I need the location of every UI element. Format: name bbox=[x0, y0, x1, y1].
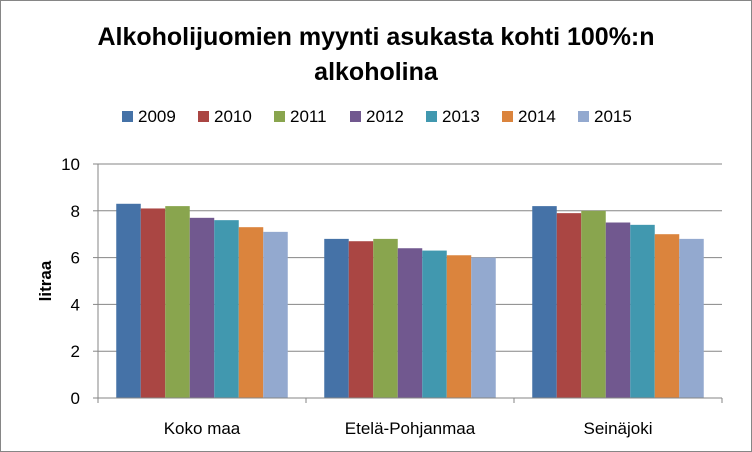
legend-label-2013: 2013 bbox=[442, 107, 480, 126]
bar-2013-0 bbox=[214, 220, 239, 398]
bar-2012-0 bbox=[189, 217, 215, 398]
legend-swatch-2009 bbox=[122, 111, 133, 122]
x-category-label: Koko maa bbox=[164, 419, 241, 438]
bars bbox=[116, 203, 704, 398]
bar-2011-1 bbox=[373, 238, 398, 398]
x-category-label: Etelä-Pohjanmaa bbox=[345, 419, 476, 438]
legend: 2009 2010 2011 2012 2013 2014 2015 bbox=[122, 107, 632, 126]
legend-swatch-2010 bbox=[198, 111, 209, 122]
bar-2009-1 bbox=[324, 238, 349, 398]
bar-2012-2 bbox=[605, 222, 631, 398]
y-tick-label: 4 bbox=[71, 295, 80, 314]
bar-2010-1 bbox=[348, 241, 374, 398]
chart-title-line-2: alkoholina bbox=[314, 58, 439, 86]
y-axis-ticks: 0 2 4 6 8 10 bbox=[61, 155, 98, 408]
y-tick-label: 8 bbox=[71, 202, 80, 221]
bar-2009-0 bbox=[116, 203, 141, 398]
axes bbox=[97, 164, 723, 403]
legend-label-2009: 2009 bbox=[138, 107, 176, 126]
legend-label-2010: 2010 bbox=[214, 107, 252, 126]
legend-label-2012: 2012 bbox=[366, 107, 404, 126]
bar-2011-2 bbox=[581, 210, 606, 398]
legend-swatch-2011 bbox=[274, 111, 285, 122]
bar-2010-2 bbox=[556, 213, 582, 398]
y-axis-label: litraa bbox=[36, 260, 55, 301]
bar-2009-2 bbox=[532, 206, 557, 398]
bar-2015-2 bbox=[679, 238, 704, 398]
legend-swatch-2014 bbox=[502, 111, 513, 122]
bar-2011-0 bbox=[165, 206, 190, 398]
bar-2015-1 bbox=[471, 257, 496, 398]
bar-2015-0 bbox=[263, 231, 288, 398]
bar-2013-2 bbox=[630, 224, 655, 398]
bar-2014-2 bbox=[654, 234, 680, 398]
bar-2013-1 bbox=[422, 250, 447, 398]
bar-2012-1 bbox=[397, 248, 423, 398]
y-tick-label: 0 bbox=[71, 389, 80, 408]
legend-swatch-2015 bbox=[578, 111, 589, 122]
bar-2014-1 bbox=[446, 255, 472, 398]
y-tick-label: 6 bbox=[71, 249, 80, 268]
x-category-label: Seinäjoki bbox=[584, 419, 653, 438]
y-tick-label: 10 bbox=[61, 155, 80, 174]
bar-2010-0 bbox=[140, 208, 166, 398]
y-tick-label: 2 bbox=[71, 342, 80, 361]
chart-title-line-1: Alkoholijuomien myynti asukasta kohti 10… bbox=[97, 23, 654, 51]
legend-swatch-2012 bbox=[350, 111, 361, 122]
legend-label-2015: 2015 bbox=[594, 107, 632, 126]
bar-2014-0 bbox=[238, 227, 264, 398]
chart-title: Alkoholijuomien myynti asukasta kohti 10… bbox=[97, 23, 654, 86]
legend-swatch-2013 bbox=[426, 111, 437, 122]
legend-label-2011: 2011 bbox=[290, 107, 327, 126]
x-axis-categories: Koko maa Etelä-Pohjanmaa Seinäjoki bbox=[164, 419, 653, 438]
legend-label-2014: 2014 bbox=[518, 107, 556, 126]
